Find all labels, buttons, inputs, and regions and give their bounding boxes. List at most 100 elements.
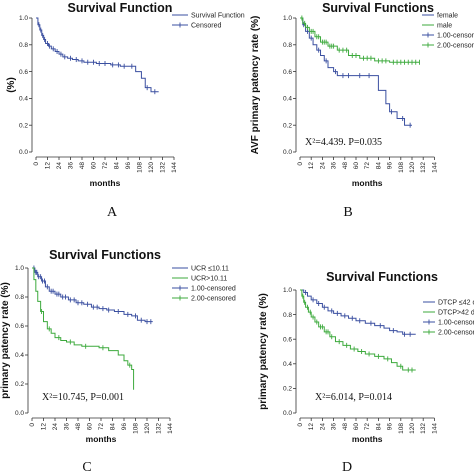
y-tick-label: 0.0 xyxy=(19,149,28,156)
x-tick-label: 144 xyxy=(167,423,174,434)
x-tick-label: 96 xyxy=(387,162,394,170)
chart-panel-d: Survival Functions primary patency rate (… xyxy=(258,270,474,474)
series-line-0 xyxy=(300,289,416,335)
x-tick-label: 132 xyxy=(156,423,163,434)
x-tick-label: 48 xyxy=(342,162,349,170)
x-tick-label: 108 xyxy=(137,162,144,173)
x-tick-label: 96 xyxy=(125,162,132,170)
y-tick-label: 0.2 xyxy=(283,122,292,129)
x-tick-label: 84 xyxy=(375,162,382,170)
legend-label: 2.00-censored xyxy=(437,42,474,49)
x-tick-label: 132 xyxy=(420,423,427,434)
x-tick-label: 24 xyxy=(52,423,59,431)
x-tick-label: 36 xyxy=(64,423,71,431)
y-tick-label: 0.2 xyxy=(15,381,24,388)
x-tick-label: 72 xyxy=(364,162,371,170)
chart-title: Survival Functions xyxy=(322,1,434,15)
chart-title: Survival Functions xyxy=(326,270,438,284)
x-tick-label: 84 xyxy=(114,162,121,170)
y-tick-label: 0.4 xyxy=(19,96,28,103)
x-tick-label: 144 xyxy=(171,162,178,173)
chart-panel-b: Survival Functions AVF primary patency ra… xyxy=(250,1,474,220)
legend-label: Survival Function xyxy=(191,12,245,19)
x-tick-label: 120 xyxy=(409,162,416,173)
legend-label: DTCP ≤42 di xyxy=(438,299,474,306)
x-tick-label: 108 xyxy=(398,162,405,173)
x-tick-label: 24 xyxy=(56,162,63,170)
legend-label: male xyxy=(437,22,452,29)
test-statistic: X²=4.439. P=0.035 xyxy=(305,137,382,148)
x-tick-label: 120 xyxy=(148,162,155,173)
y-axis-label: primary patency rate (%) xyxy=(0,282,11,399)
panel-letter: A xyxy=(107,205,118,220)
x-tick-label: 48 xyxy=(79,162,86,170)
y-tick-label: 0.0 xyxy=(283,149,292,156)
legend-label: Censored xyxy=(191,22,221,29)
x-tick-label: 84 xyxy=(375,423,382,431)
x-tick-label: 48 xyxy=(75,423,82,431)
x-axis-label: months xyxy=(352,434,383,444)
legend-label: 1.00-censored xyxy=(191,285,236,292)
x-axis-label: months xyxy=(352,178,383,188)
legend-label: DTCP>42 da xyxy=(438,309,474,316)
series-line-0 xyxy=(32,267,153,323)
test-statistic: X²=10.745, P=0.001 xyxy=(42,392,124,403)
y-tick-label: 0.0 xyxy=(15,410,24,417)
x-tick-label: 72 xyxy=(102,162,109,170)
x-tick-label: 72 xyxy=(364,423,371,431)
panel-letter: C xyxy=(82,460,91,474)
legend-label: 1.00-censored xyxy=(437,32,474,39)
panel-letter: B xyxy=(343,205,352,220)
legend-label: UCR ≤10.11 xyxy=(191,265,229,272)
legend-label: 2.00-censored xyxy=(191,295,236,302)
series-line-0 xyxy=(300,17,412,126)
y-tick-label: 0.4 xyxy=(283,361,292,368)
x-tick-label: 60 xyxy=(353,162,360,170)
panel-letter: D xyxy=(342,460,352,474)
x-tick-label: 108 xyxy=(133,423,140,434)
y-tick-label: 0.6 xyxy=(283,69,292,76)
x-tick-label: 0 xyxy=(297,423,304,427)
x-axis-label: months xyxy=(90,178,121,188)
x-tick-label: 120 xyxy=(409,423,416,434)
x-tick-label: 132 xyxy=(420,162,427,173)
x-tick-label: 60 xyxy=(353,423,360,431)
y-tick-label: 0.4 xyxy=(283,96,292,103)
x-axis-label: months xyxy=(86,434,117,444)
test-statistic: X²=6.014, P=0.014 xyxy=(315,392,392,403)
x-tick-label: 12 xyxy=(308,423,315,431)
y-tick-label: 0.2 xyxy=(283,386,292,393)
legend-label: female xyxy=(437,12,458,19)
x-tick-label: 12 xyxy=(45,162,52,170)
y-axis-label: primary patency rate (%) xyxy=(258,293,269,410)
x-tick-label: 60 xyxy=(91,162,98,170)
y-tick-label: 0.4 xyxy=(15,352,24,359)
x-tick-label: 24 xyxy=(319,423,326,431)
x-tick-label: 24 xyxy=(319,162,326,170)
series-line-0 xyxy=(36,17,159,93)
x-tick-label: 96 xyxy=(387,423,394,431)
y-tick-label: 1.0 xyxy=(283,287,292,294)
series-line-1 xyxy=(300,17,420,63)
x-tick-label: 60 xyxy=(87,423,94,431)
x-tick-label: 0 xyxy=(297,162,304,166)
y-tick-label: 0.8 xyxy=(283,42,292,49)
y-tick-label: 0.0 xyxy=(283,410,292,417)
x-tick-label: 36 xyxy=(331,423,338,431)
y-tick-label: 0.8 xyxy=(283,312,292,319)
x-tick-label: 0 xyxy=(33,162,40,166)
y-tick-label: 1.0 xyxy=(283,15,292,22)
chart-panel-c: Survival Functions primary patency rate (… xyxy=(0,248,236,474)
series-line-1 xyxy=(300,289,416,371)
y-axis-label: (%) xyxy=(6,77,17,93)
legend-label: 2.00-censor xyxy=(438,329,474,336)
chart-panel-a: Survival Function (%) 0.0 0.2 0.4 0.6 0.8 1.0 0 1… xyxy=(6,1,245,220)
y-tick-label: 0.2 xyxy=(19,122,28,129)
x-tick-label: 36 xyxy=(68,162,75,170)
x-tick-label: 84 xyxy=(110,423,117,431)
x-tick-label: 132 xyxy=(160,162,167,173)
series-line-1 xyxy=(32,267,135,390)
x-tick-label: 36 xyxy=(331,162,338,170)
y-tick-label: 0.8 xyxy=(15,294,24,301)
